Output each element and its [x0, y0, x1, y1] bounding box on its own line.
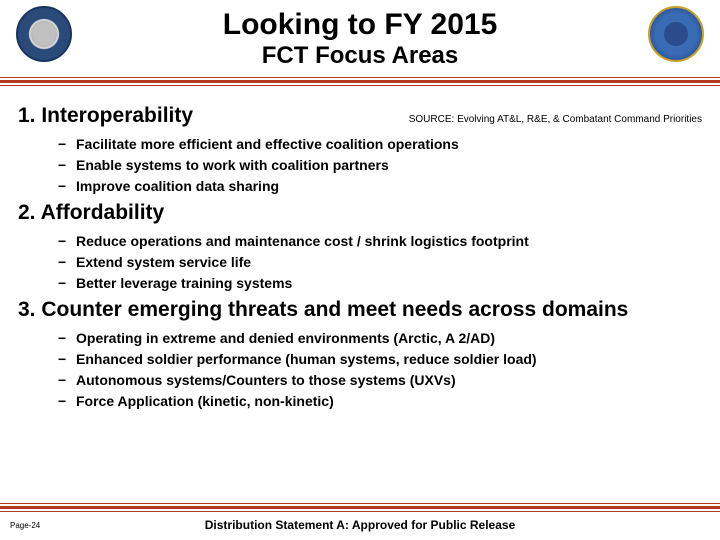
list-item: Enable systems to work with coalition pa…	[58, 155, 702, 176]
source-note: SOURCE: Evolving AT&L, R&E, & Combatant …	[409, 114, 702, 125]
list-item: Force Application (kinetic, non-kinetic)	[58, 391, 702, 412]
list-item: Improve coalition data sharing	[58, 176, 702, 197]
list-item: Enhanced soldier performance (human syst…	[58, 349, 702, 370]
section-3-bullets: Operating in extreme and denied environm…	[58, 328, 702, 412]
list-item: Better leverage training systems	[58, 273, 702, 294]
list-item: Facilitate more efficient and effective …	[58, 134, 702, 155]
slide-header: Looking to FY 2015 FCT Focus Areas	[0, 0, 720, 73]
slide-body: 1. Interoperability SOURCE: Evolving AT&…	[0, 86, 720, 412]
list-item: Extend system service life	[58, 252, 702, 273]
section-2-heading: 2. Affordability	[18, 201, 702, 225]
dod-seal-icon	[16, 6, 72, 62]
slide-footer: Distribution Statement A: Approved for P…	[0, 516, 720, 534]
header-rule	[0, 77, 720, 86]
distribution-statement: Distribution Statement A: Approved for P…	[205, 518, 516, 532]
section-3-heading: 3. Counter emerging threats and meet nee…	[18, 298, 702, 322]
section-2-bullets: Reduce operations and maintenance cost /…	[58, 231, 702, 294]
slide-title-line1: Looking to FY 2015	[0, 8, 720, 41]
list-item: Operating in extreme and denied environm…	[58, 328, 702, 349]
agency-seal-icon	[648, 6, 704, 62]
footer-rule	[0, 503, 720, 512]
section-1-heading: 1. Interoperability	[18, 104, 193, 128]
list-item: Autonomous systems/Counters to those sys…	[58, 370, 702, 391]
section-1-bullets: Facilitate more efficient and effective …	[58, 134, 702, 197]
list-item: Reduce operations and maintenance cost /…	[58, 231, 702, 252]
slide-title-line2: FCT Focus Areas	[0, 43, 720, 69]
